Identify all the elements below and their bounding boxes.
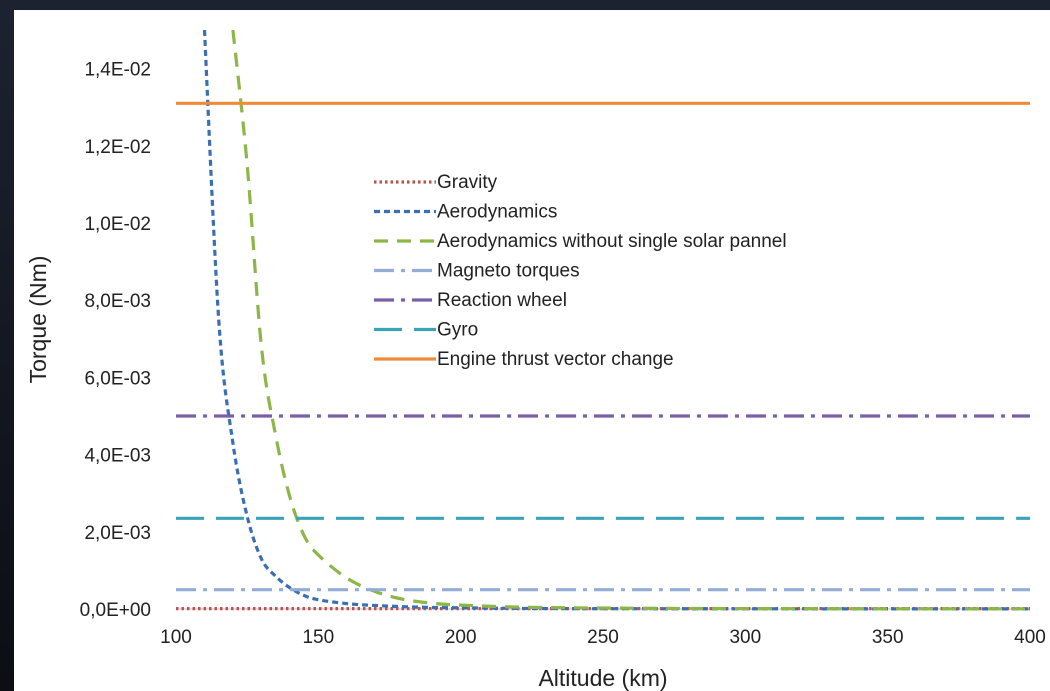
y-tick-label: 1,2E-02 bbox=[84, 137, 151, 158]
legend-label-gyro: Gyro bbox=[437, 320, 478, 341]
x-tick-label: 300 bbox=[729, 627, 761, 648]
legend-label-gravity: Gravity bbox=[437, 172, 498, 193]
y-axis-ticks: 0,0E+00 2,0E-03 4,0E-03 6,0E-03 8,0E-03 1,0E-… bbox=[80, 60, 151, 621]
series-line-aerodynamics bbox=[202, 30, 1030, 611]
legend-label-reaction-wheel: Reaction wheel bbox=[437, 290, 567, 311]
x-tick-label: 350 bbox=[872, 627, 904, 648]
x-axis-ticks: 100 150 200 250 300 350 400 bbox=[160, 627, 1046, 648]
x-tick-label: 150 bbox=[302, 627, 334, 648]
torque-altitude-chart: 0,0E+00 2,0E-03 4,0E-03 6,0E-03 8,0E-03 1,0E-… bbox=[25, 30, 1046, 691]
y-axis-title: Torque (Nm) bbox=[25, 256, 51, 384]
legend-label-aerodynamics: Aerodynamics bbox=[437, 202, 557, 223]
legend-label-magneto-torques: Magneto torques bbox=[437, 261, 580, 282]
y-tick-label: 1,0E-02 bbox=[84, 214, 151, 235]
x-tick-label: 400 bbox=[1014, 627, 1046, 648]
y-tick-label: 8,0E-03 bbox=[84, 291, 151, 312]
y-tick-label: 4,0E-03 bbox=[84, 446, 151, 467]
x-axis-title: Altitude (km) bbox=[538, 665, 667, 691]
y-tick-label: 1,4E-02 bbox=[84, 60, 151, 81]
chart-area: 0,0E+00 2,0E-03 4,0E-03 6,0E-03 8,0E-03 1,0E-… bbox=[14, 10, 1050, 691]
legend-label-aerodynamics-without-single-solar-pannel: Aerodynamics without single solar pannel bbox=[437, 231, 787, 252]
y-tick-label: 6,0E-03 bbox=[84, 368, 151, 389]
x-tick-label: 100 bbox=[160, 627, 192, 648]
legend: Gravity Aerodynamics Aerodynamics without … bbox=[374, 172, 787, 370]
y-tick-label: 0,0E+00 bbox=[80, 600, 151, 621]
legend-label-engine-thrust-vector-change: Engine thrust vector change bbox=[437, 349, 674, 370]
series-lines bbox=[176, 30, 1030, 611]
plot-area bbox=[176, 30, 1030, 611]
x-tick-label: 250 bbox=[587, 627, 619, 648]
x-tick-label: 200 bbox=[445, 627, 477, 648]
series-line-aerodynamics-without-single-solar-pannel bbox=[231, 30, 1030, 611]
y-tick-label: 2,0E-03 bbox=[84, 523, 151, 544]
